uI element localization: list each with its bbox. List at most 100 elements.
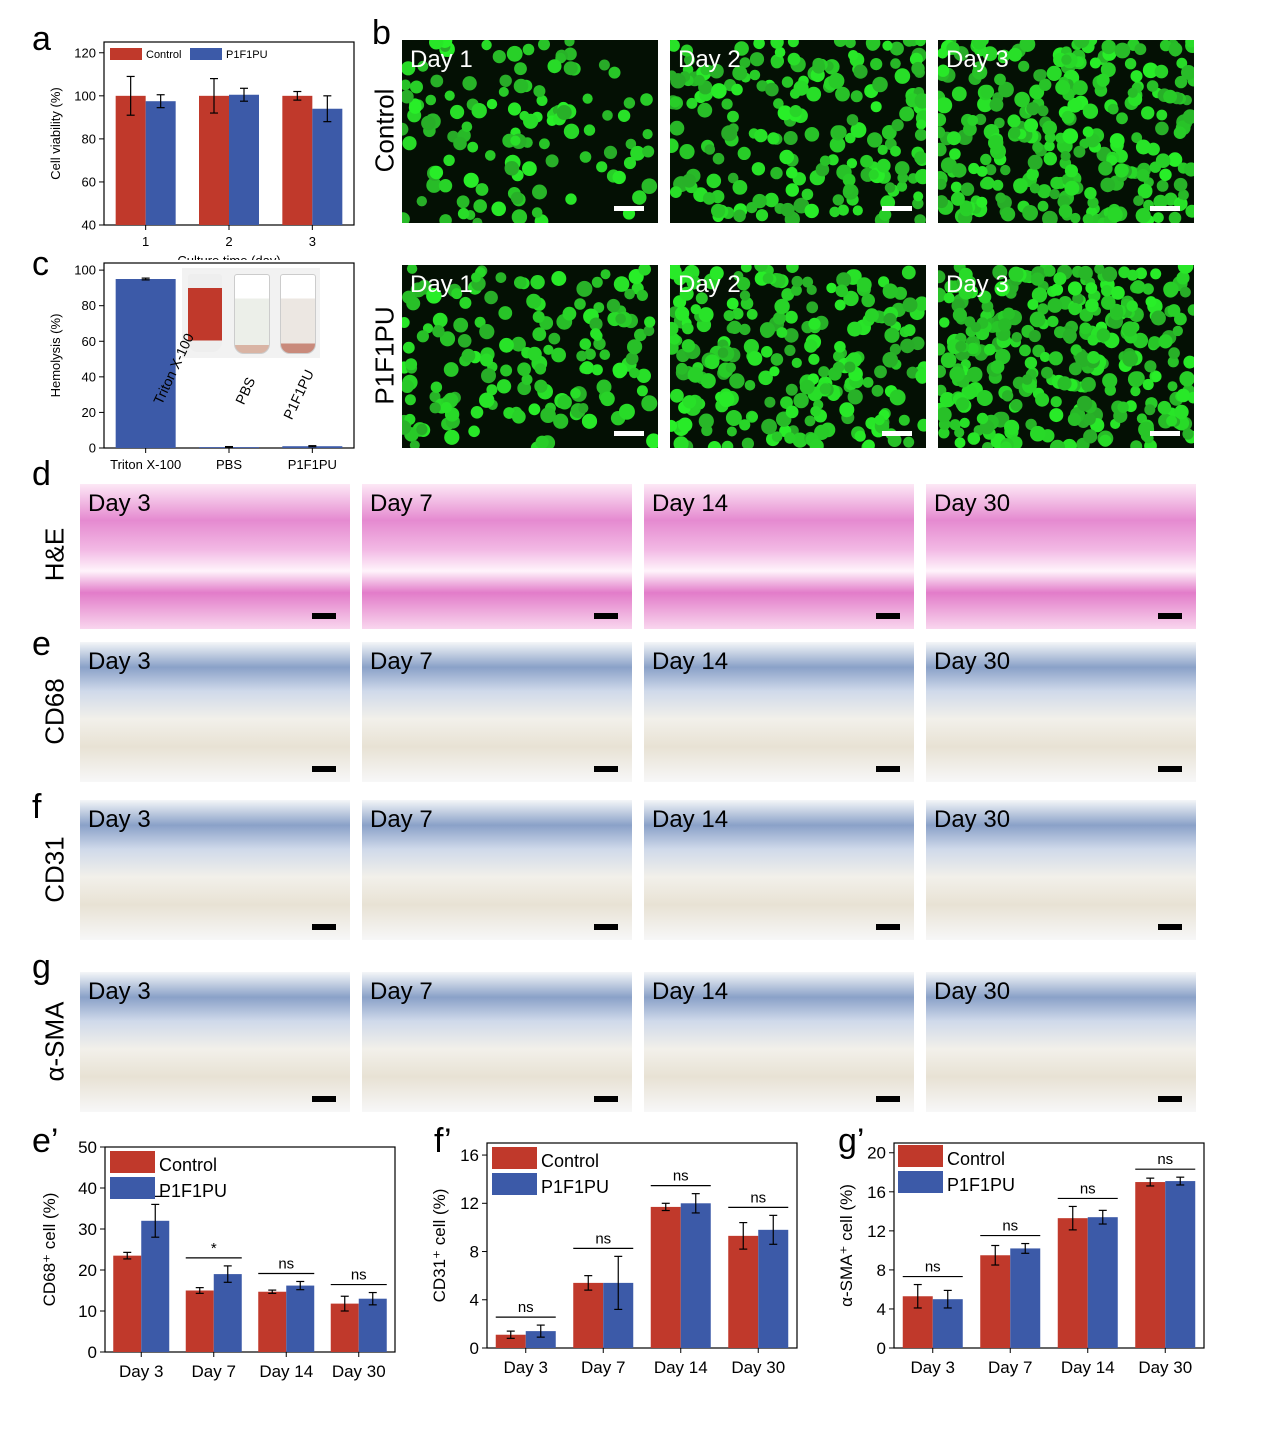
x-tick-label: Day 14 xyxy=(654,1358,708,1377)
scale-bar xyxy=(876,613,900,619)
panel-label-c: c xyxy=(32,245,49,283)
x-tick-label: Day 3 xyxy=(504,1358,548,1377)
cell-nuclei xyxy=(938,40,1194,223)
scale-bar xyxy=(594,924,618,930)
significance-label: ns xyxy=(1002,1218,1018,1235)
image-day-label: Day 1 xyxy=(410,46,473,73)
histology-image: Day 30 xyxy=(926,972,1196,1112)
image-day-label: Day 14 xyxy=(652,978,729,1005)
y-tick-label: 12 xyxy=(867,1222,886,1241)
scale-bar xyxy=(1158,924,1182,930)
histology-image: Day 14 xyxy=(644,800,914,940)
scale-bar xyxy=(594,613,618,619)
chart-g2-asma: 0 4 8 12 16 20 Day 3 ns Day 7 ns Day 14 ns Day 30 ns α… xyxy=(837,1142,1205,1377)
x-tick-label: Day 7 xyxy=(192,1362,236,1381)
significance-label: ns xyxy=(351,1267,367,1284)
scale-bar xyxy=(614,206,644,211)
x-tick-label: 2 xyxy=(225,234,232,249)
y-tick-label: 30 xyxy=(78,1220,97,1239)
bar xyxy=(113,1255,142,1352)
x-axis-label: Culture time (day) xyxy=(177,253,280,260)
histology-image: Day 3 xyxy=(80,800,350,940)
x-tick-label: Day 30 xyxy=(332,1362,386,1381)
y-tick-label: 16 xyxy=(867,1183,886,1202)
bar xyxy=(141,1220,170,1352)
histology-image: Day 30 xyxy=(926,642,1196,782)
bar xyxy=(728,1235,759,1348)
panel-label-b: b xyxy=(372,14,391,52)
bar xyxy=(1087,1217,1118,1348)
scale-bar xyxy=(876,1096,900,1102)
scale-bar xyxy=(876,766,900,772)
y-tick-label: 0 xyxy=(470,1339,479,1358)
y-tick-label: 60 xyxy=(82,334,96,349)
bar xyxy=(1135,1182,1166,1348)
scale-bar xyxy=(312,766,336,772)
tube-pbs xyxy=(234,274,270,354)
x-tick-label: Day 14 xyxy=(259,1362,313,1381)
scale-bar xyxy=(1150,206,1180,211)
histology-row-label: CD31 xyxy=(39,836,70,903)
bar xyxy=(650,1206,681,1348)
image-day-label: Day 30 xyxy=(934,648,1011,675)
histology-image: Day 7 xyxy=(362,642,632,782)
tube-triton xyxy=(188,274,222,352)
histology-image: Day 3 xyxy=(80,642,350,782)
histology-image: Day 3 xyxy=(80,484,350,629)
image-day-label: Day 30 xyxy=(934,978,1011,1005)
x-tick-label: Day 14 xyxy=(1061,1358,1115,1377)
histology-image: Day 14 xyxy=(644,484,914,629)
bar xyxy=(1165,1181,1196,1348)
x-tick-label: PBS xyxy=(216,457,242,470)
legend-label: P1F1PU xyxy=(947,1175,1015,1195)
y-tick-label: 20 xyxy=(82,405,96,420)
x-tick-label: Day 30 xyxy=(1138,1358,1192,1377)
scale-bar xyxy=(312,1096,336,1102)
image-day-label: Day 3 xyxy=(88,806,151,833)
bar xyxy=(573,1282,604,1348)
panel-label-d: d xyxy=(32,455,51,493)
cell-nuclei xyxy=(670,265,926,448)
y-tick-label: 4 xyxy=(470,1291,479,1310)
y-tick-label: 40 xyxy=(82,369,96,384)
image-day-label: Day 7 xyxy=(370,806,433,833)
y-tick-label: 16 xyxy=(460,1146,479,1165)
image-day-label: Day 14 xyxy=(652,490,729,517)
b-row-label-control: Control xyxy=(369,88,400,173)
x-tick-label: 3 xyxy=(309,234,316,249)
bar xyxy=(213,1274,242,1352)
image-day-label: Day 1 xyxy=(410,271,473,298)
panel-label-e: e xyxy=(32,625,51,663)
y-tick-label: 60 xyxy=(82,174,96,189)
bar xyxy=(286,1285,315,1352)
histology-image: Day 7 xyxy=(362,800,632,940)
image-day-label: Day 30 xyxy=(934,490,1011,517)
significance-label: ns xyxy=(595,1230,611,1247)
legend-label: Control xyxy=(159,1155,217,1175)
scale-bar xyxy=(876,924,900,930)
x-tick-label: Day 7 xyxy=(988,1358,1032,1377)
y-axis-label: Hemolysis (%) xyxy=(48,314,63,398)
panel-label-a: a xyxy=(32,20,51,58)
bar xyxy=(185,1290,214,1352)
y-tick-label: 0 xyxy=(88,1343,97,1362)
fluorescence-image: Day 2 xyxy=(670,265,926,448)
legend-swatch xyxy=(898,1145,943,1167)
histology-image: Day 14 xyxy=(644,972,914,1112)
legend-label: Control xyxy=(146,49,181,61)
histology-image: Day 7 xyxy=(362,484,632,629)
y-tick-label: 8 xyxy=(470,1242,479,1261)
panel-label-g: g xyxy=(32,948,51,986)
image-day-label: Day 2 xyxy=(678,46,741,73)
bar xyxy=(758,1229,789,1348)
x-tick-label: Day 3 xyxy=(911,1358,955,1377)
legend-label: Control xyxy=(947,1149,1005,1169)
image-day-label: Day 7 xyxy=(370,978,433,1005)
y-tick-label: 80 xyxy=(82,298,96,313)
y-tick-label: 0 xyxy=(89,441,96,456)
bar xyxy=(525,1331,556,1348)
y-tick-label: 120 xyxy=(74,45,96,60)
scale-bar xyxy=(614,431,644,436)
panel-label-f2: f’ xyxy=(434,1122,452,1160)
x-tick-label: Day 3 xyxy=(119,1362,163,1381)
